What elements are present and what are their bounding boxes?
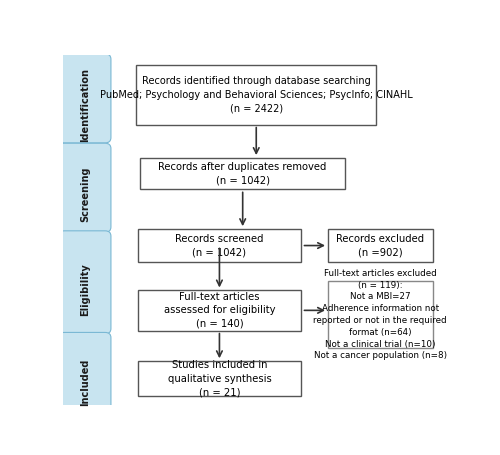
Text: Identification: Identification bbox=[80, 68, 90, 142]
Bar bbox=[136, 65, 376, 125]
Text: Records excluded
(n =902): Records excluded (n =902) bbox=[336, 234, 424, 257]
Text: Screening: Screening bbox=[80, 167, 90, 222]
FancyBboxPatch shape bbox=[58, 54, 111, 143]
Bar bbox=[328, 281, 432, 348]
Bar bbox=[140, 158, 346, 189]
Text: Records after duplicates removed
(n = 1042): Records after duplicates removed (n = 10… bbox=[158, 162, 327, 186]
Text: Studies included in
qualitative synthesis
(n = 21): Studies included in qualitative synthesi… bbox=[168, 360, 272, 397]
Text: Included: Included bbox=[80, 359, 90, 406]
Text: Full-text articles
assessed for eligibility
(n = 140): Full-text articles assessed for eligibil… bbox=[164, 292, 275, 329]
Bar bbox=[138, 361, 301, 396]
FancyBboxPatch shape bbox=[58, 143, 111, 232]
Text: Records identified through database searching
PubMed; Psychology and Behavioral : Records identified through database sear… bbox=[100, 76, 412, 113]
Bar bbox=[328, 229, 432, 262]
Text: Full-text articles excluded
(n = 119):
Not a MBI=27
Adherence information not
re: Full-text articles excluded (n = 119): N… bbox=[314, 269, 447, 360]
FancyBboxPatch shape bbox=[58, 231, 111, 334]
Bar bbox=[138, 229, 301, 262]
FancyBboxPatch shape bbox=[58, 333, 111, 418]
Bar bbox=[138, 290, 301, 330]
Text: Eligibility: Eligibility bbox=[80, 263, 90, 316]
Text: Records screened
(n = 1042): Records screened (n = 1042) bbox=[175, 234, 264, 258]
